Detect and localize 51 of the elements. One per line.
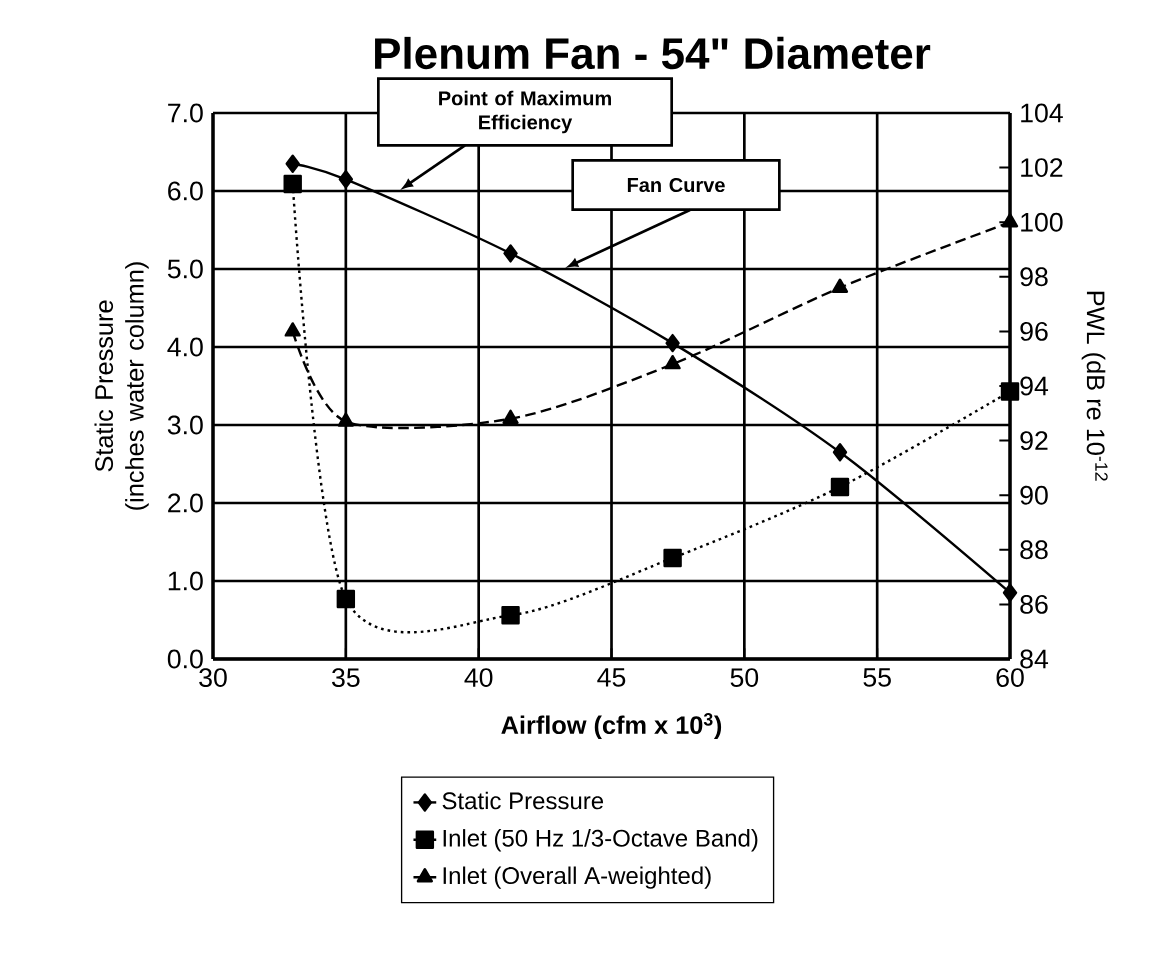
point <box>502 409 519 424</box>
point <box>663 548 682 568</box>
y-tick-label: 0.0 <box>167 649 203 669</box>
legend-label: Inlet (50 Hz 1/3-Octave Band) <box>443 829 758 852</box>
annotation: Point of Maximum Efficiency <box>439 90 611 134</box>
chart-title: Plenum Fan - 54" Diameter <box>375 36 931 70</box>
y2-tick-label: 102 <box>1021 158 1063 178</box>
x-tick-label: 50 <box>730 668 759 688</box>
x-axis-title: Airflow (cfm x 10$^{3}$) <box>501 713 722 740</box>
x-tick-label: 55 <box>863 668 891 687</box>
y-tick-label: 1.0 <box>168 571 203 591</box>
y-tick-label: 3.0 <box>167 415 203 435</box>
point <box>285 154 300 173</box>
y2-tick-label: 98 <box>1020 267 1048 287</box>
y-tick-label: 4.0 <box>167 337 203 357</box>
y2-tick-label: 96 <box>1020 321 1048 341</box>
legend-label: Inlet (Overall A-weighted) <box>443 866 711 889</box>
annotation: Fan Curve <box>627 177 725 193</box>
y2-axis-title: PWL (dB re 10$^{-12}$ <box>1081 291 1108 481</box>
point <box>284 322 301 337</box>
y2-tick-label: 104 <box>1021 103 1063 123</box>
y2-tick-label: 94 <box>1020 376 1049 396</box>
point <box>338 170 354 189</box>
point <box>830 477 850 497</box>
y2-tick-label: 86 <box>1020 594 1048 614</box>
point <box>336 589 356 609</box>
point <box>831 278 849 293</box>
y2-tick-label: 84 <box>1020 649 1049 669</box>
y2-tick-label: 92 <box>1020 431 1048 451</box>
x-tick-label: 60 <box>996 668 1024 688</box>
y-axis-title: Static Pressure (inches water column) <box>94 262 149 510</box>
x-tick-label: 35 <box>332 668 360 688</box>
y-tick-label: 7.0 <box>168 103 203 123</box>
point <box>665 333 680 353</box>
point <box>337 412 354 427</box>
point <box>832 443 848 462</box>
x-tick-label: 45 <box>597 668 626 687</box>
y2-tick-label: 90 <box>1020 485 1048 505</box>
point <box>1000 382 1020 401</box>
y2-tick-label: 100 <box>1021 212 1063 232</box>
y-tick-label: 2.0 <box>168 493 203 513</box>
y-tick-label: 6.0 <box>168 181 203 201</box>
point <box>1001 213 1019 228</box>
point <box>503 244 518 263</box>
point <box>501 606 520 625</box>
point <box>664 354 681 370</box>
x-tick-label: 30 <box>199 668 227 688</box>
y-tick-label: 5.0 <box>167 259 203 279</box>
legend-label: Static Pressure <box>442 791 604 810</box>
y2-tick-label: 88 <box>1020 540 1048 560</box>
x-tick-label: 40 <box>464 668 493 688</box>
